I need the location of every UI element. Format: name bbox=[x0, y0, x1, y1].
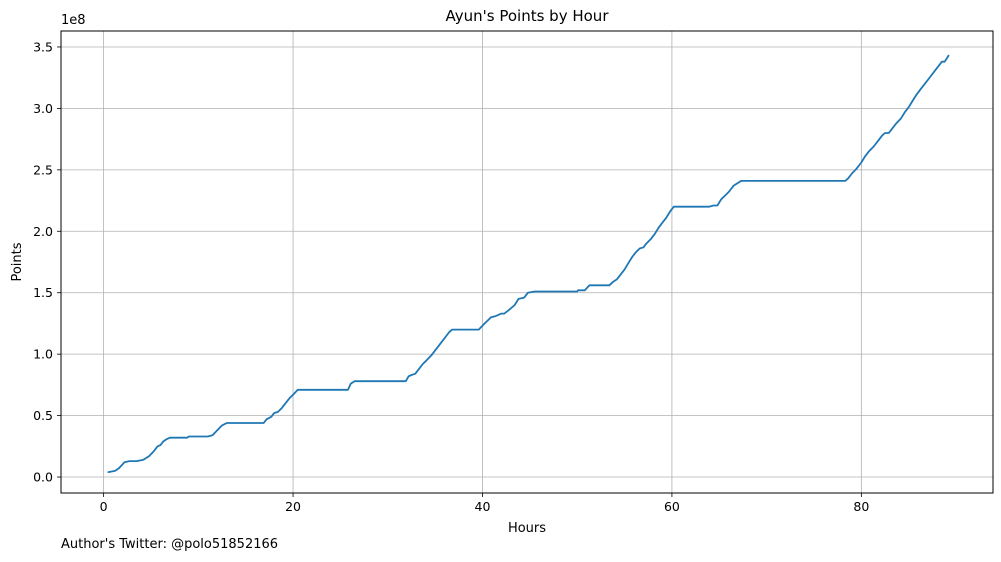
y-tick-label: 0.0 bbox=[33, 470, 53, 485]
y-tick-label: 0.5 bbox=[33, 408, 53, 423]
chart-title: Ayun's Points by Hour bbox=[446, 7, 610, 25]
series-layer bbox=[107, 54, 950, 474]
tick-layer: 0 20 40 60 80 0.0 0.5 1.0 1.5 2.0 2.5 3.0 3.5 bbox=[33, 39, 869, 514]
y-tick-label: 2.5 bbox=[33, 162, 53, 177]
y-tick-label: 1.5 bbox=[33, 285, 53, 300]
x-tick-label: 80 bbox=[853, 499, 869, 514]
points-series-line bbox=[107, 54, 950, 474]
y-tick-label: 3.0 bbox=[33, 101, 53, 116]
plot-frame bbox=[60, 30, 994, 494]
y-axis-title: Points bbox=[10, 242, 25, 281]
grid bbox=[61, 31, 993, 493]
y-tick-label: 2.0 bbox=[33, 224, 53, 239]
x-tick-label: 20 bbox=[285, 499, 301, 514]
x-tick-label: 60 bbox=[664, 499, 680, 514]
y-tick-label: 3.5 bbox=[33, 39, 53, 54]
author-credit: Author's Twitter: @polo51852166 bbox=[61, 537, 279, 552]
y-scale-label: 1e8 bbox=[61, 13, 86, 28]
x-tick-label: 40 bbox=[475, 499, 491, 514]
y-tick-label: 1.0 bbox=[33, 347, 53, 362]
x-tick-label: 0 bbox=[100, 499, 108, 514]
x-axis-title: Hours bbox=[508, 521, 546, 536]
